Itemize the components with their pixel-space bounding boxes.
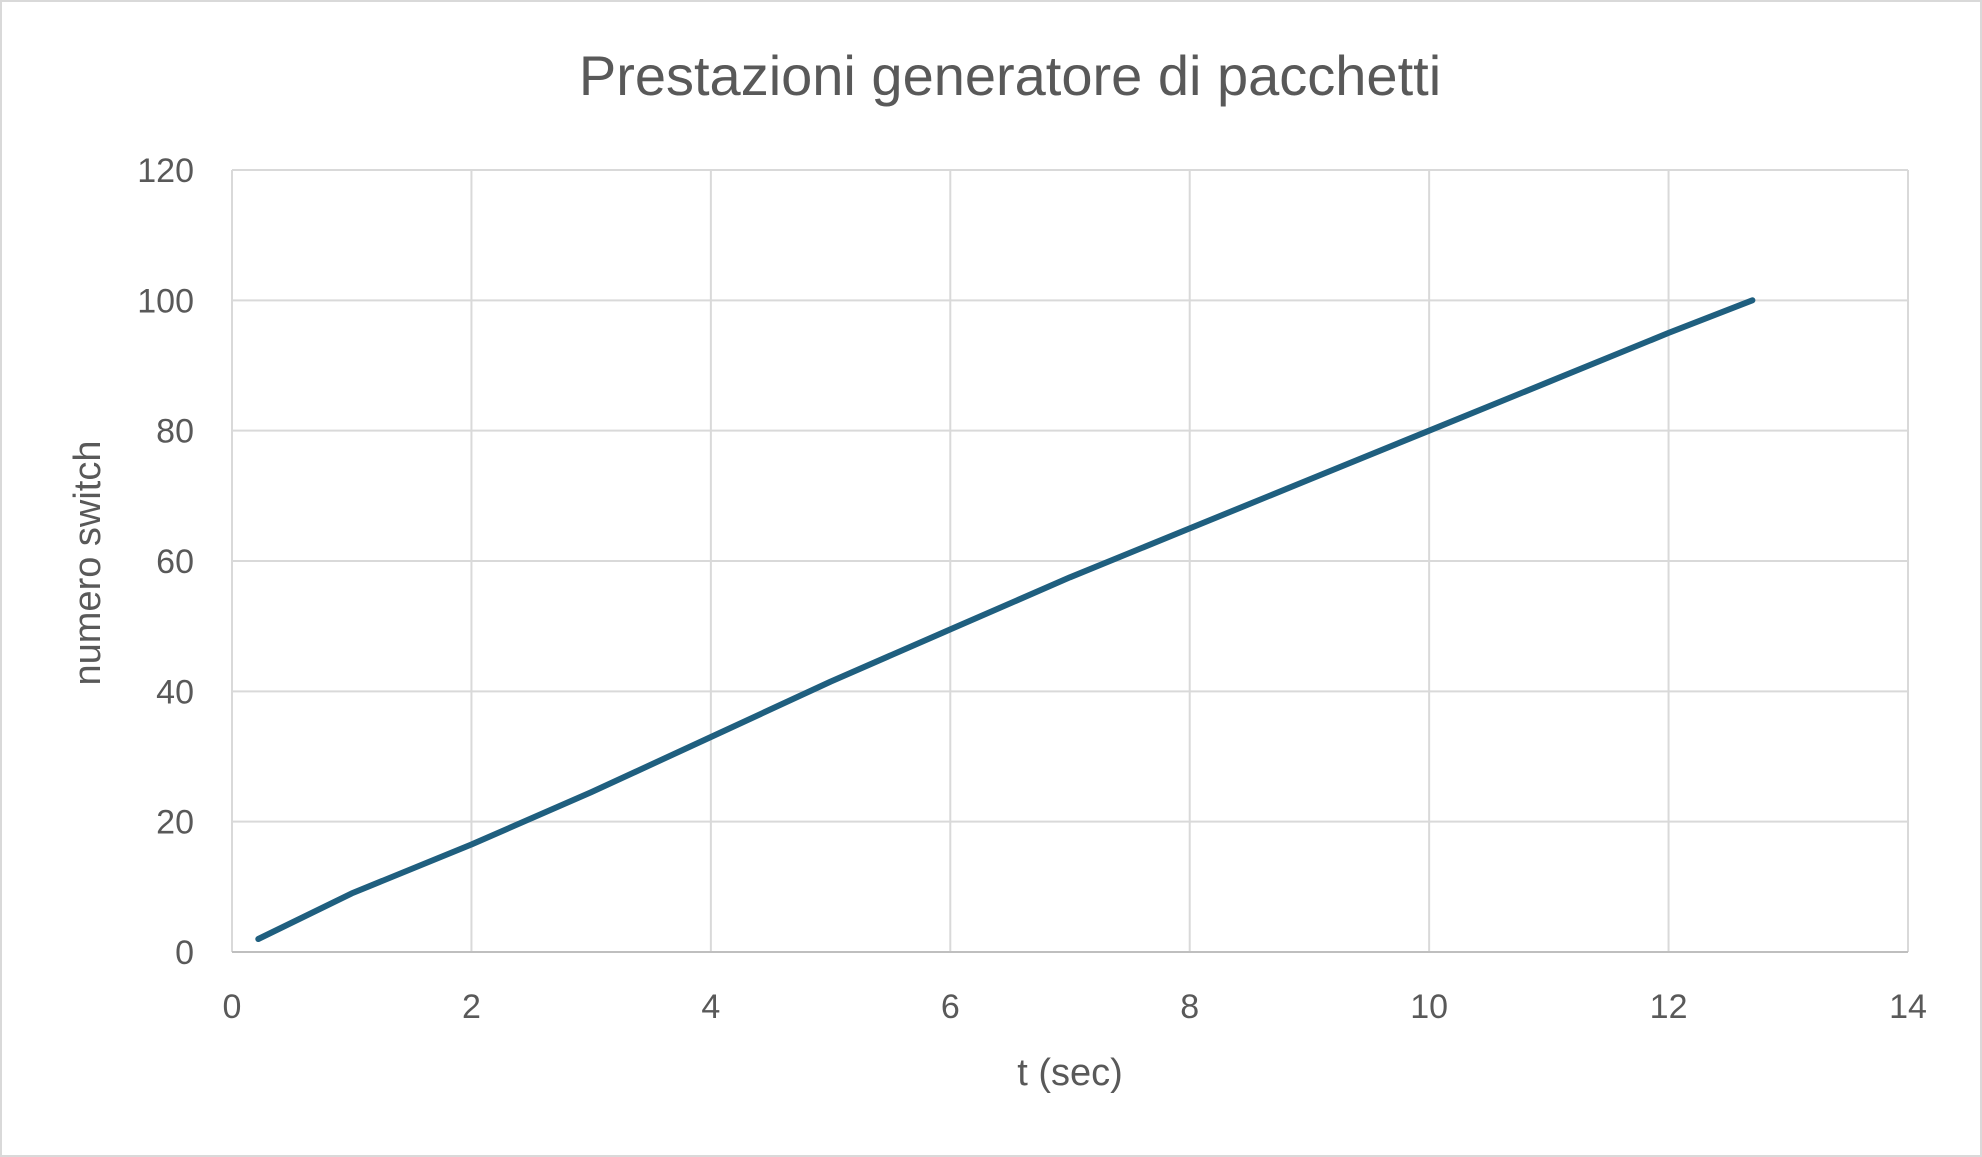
x-tick-label: 6 <box>941 988 960 1026</box>
grid-lines <box>231 169 1909 952</box>
chart-title: Prestazioni generatore di pacchetti <box>579 44 1441 107</box>
series-line <box>255 297 1756 942</box>
x-tick-label: 2 <box>462 988 481 1026</box>
y-tick-label: 100 <box>137 282 194 320</box>
x-tick-label: 0 <box>223 988 242 1026</box>
y-tick-label: 20 <box>156 804 194 842</box>
y-axis-title: numero switch <box>67 441 109 686</box>
x-tick-label: 14 <box>1889 988 1927 1026</box>
x-tick-label: 4 <box>701 988 720 1026</box>
y-tick-label: 0 <box>175 934 194 972</box>
y-tick-label: 120 <box>137 152 194 190</box>
x-axis-title: t (sec) <box>1017 1052 1123 1094</box>
y-tick-label: 40 <box>156 673 194 711</box>
y-tick-label: 60 <box>156 543 194 581</box>
y-tick-label: 80 <box>156 413 194 451</box>
x-tick-label: 10 <box>1410 988 1448 1026</box>
x-tick-label: 12 <box>1650 988 1688 1026</box>
tick-labels: 0 20 40 60 80 100 120 0 2 4 6 8 10 12 14 <box>137 152 1927 1026</box>
series <box>255 297 1756 942</box>
x-tick-label: 8 <box>1180 988 1199 1026</box>
